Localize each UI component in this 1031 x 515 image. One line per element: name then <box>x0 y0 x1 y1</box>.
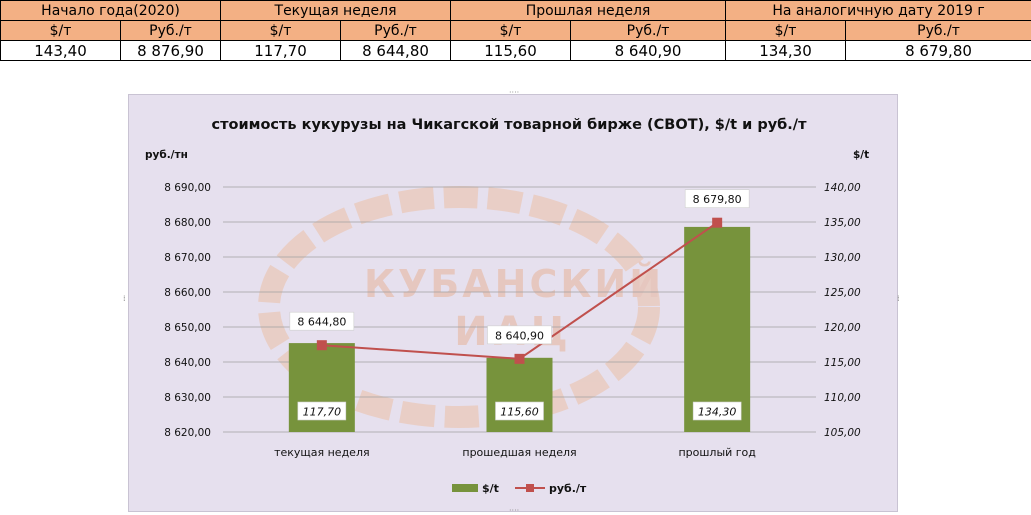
period-header: Начало года(2020) <box>1 1 221 21</box>
right-tick-label: 110,00 <box>824 392 861 404</box>
table-cell: 8 644,80 <box>341 41 451 61</box>
bar-data-label: 134,30 <box>698 406 737 419</box>
bar <box>487 358 553 432</box>
category-label: текущая неделя <box>274 446 370 459</box>
line-marker <box>317 340 327 350</box>
period-header: На аналогичную дату 2019 г <box>726 1 1031 21</box>
right-tick-label: 105,00 <box>824 427 861 439</box>
unit-header: $/т <box>221 21 341 41</box>
unit-header: Руб./т <box>571 21 726 41</box>
category-label: прошлый год <box>678 446 756 459</box>
right-tick-label: 135,00 <box>824 217 861 229</box>
legend-swatch-marker <box>526 484 534 492</box>
period-header: Текущая неделя <box>221 1 451 21</box>
left-tick-label: 8 690,00 <box>164 182 211 194</box>
table-cell: 115,60 <box>451 41 571 61</box>
left-tick-label: 8 630,00 <box>164 392 211 404</box>
unit-header: $/т <box>451 21 571 41</box>
left-axis-ticks: 8 620,00 8 630,00 8 640,00 8 650,00 8 660,00… <box>164 182 211 439</box>
table-unit-row: $/т Руб./т $/т Руб./т $/т Руб./т $/т Руб… <box>1 21 1031 41</box>
right-tick-label: 120,00 <box>824 322 861 334</box>
left-tick-label: 8 620,00 <box>164 427 211 439</box>
category-label: прошедшая неделя <box>462 446 576 459</box>
right-tick-label: 130,00 <box>824 252 861 264</box>
watermark-text-line1: КУБАНСКИЙ <box>364 262 664 306</box>
unit-header: $/т <box>1 21 121 41</box>
unit-header: Руб./т <box>846 21 1031 41</box>
table-cell: 8 876,90 <box>121 41 221 61</box>
category-labels: текущая неделя прошедшая неделя прошлый го… <box>274 446 756 459</box>
legend-label: руб./т <box>549 482 587 495</box>
legend: $/t руб./т <box>452 482 587 495</box>
bar <box>684 227 750 432</box>
right-tick-label: 140,00 <box>824 182 861 194</box>
legend-swatch-bar <box>452 484 478 492</box>
line-marker <box>712 218 722 228</box>
table-cell: 8 640,90 <box>571 41 726 61</box>
table-cell: 143,40 <box>1 41 121 61</box>
table-cell: 134,30 <box>726 41 846 61</box>
table-cell: 117,70 <box>221 41 341 61</box>
unit-header: $/т <box>726 21 846 41</box>
combo-chart: КУБАНСКИЙ ИАЦ стоимость кукурузы на Чика… <box>129 95 897 511</box>
right-axis-ticks: 105,00 110,00 115,00 120,00 125,00 130,00 135,… <box>824 182 861 439</box>
unit-header: Руб./т <box>121 21 221 41</box>
bar-data-label: 115,60 <box>500 406 539 419</box>
left-tick-label: 8 680,00 <box>164 217 211 229</box>
period-header: Прошлая неделя <box>451 1 726 21</box>
resize-handle-left[interactable]: ⁞ <box>123 295 126 303</box>
line-data-label: 8 640,90 <box>495 329 544 342</box>
table-cell: 8 679,80 <box>846 41 1031 61</box>
resize-handle-top[interactable]: ···· <box>509 89 519 97</box>
line-marker <box>515 354 525 364</box>
left-axis-label: руб./тн <box>145 149 188 161</box>
right-tick-label: 125,00 <box>824 287 861 299</box>
unit-header: Руб./т <box>341 21 451 41</box>
line-data-label: 8 644,80 <box>297 316 346 329</box>
bar-data-label: 117,70 <box>303 406 342 419</box>
line-data-label: 8 679,80 <box>693 193 742 206</box>
left-tick-label: 8 650,00 <box>164 322 211 334</box>
left-tick-label: 8 670,00 <box>164 252 211 264</box>
legend-label: $/t <box>482 482 499 495</box>
left-tick-label: 8 660,00 <box>164 287 211 299</box>
table-value-row: 143,40 8 876,90 117,70 8 644,80 115,60 8… <box>1 41 1031 61</box>
right-axis-label: $/t <box>853 149 869 161</box>
chart-title: стоимость кукурузы на Чикагской товарной… <box>211 117 807 133</box>
chart-area[interactable]: КУБАНСКИЙ ИАЦ стоимость кукурузы на Чика… <box>128 94 898 512</box>
table-period-row: Начало года(2020) Текущая неделя Прошлая… <box>1 1 1031 21</box>
price-table: Начало года(2020) Текущая неделя Прошлая… <box>0 0 1031 61</box>
resize-handle-right[interactable]: ⁞ <box>897 295 900 303</box>
right-tick-label: 115,00 <box>824 357 861 369</box>
left-tick-label: 8 640,00 <box>164 357 211 369</box>
